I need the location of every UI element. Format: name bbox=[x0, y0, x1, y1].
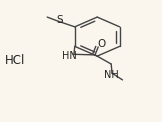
Text: O: O bbox=[98, 39, 106, 49]
Text: HN: HN bbox=[62, 51, 77, 61]
Text: NH: NH bbox=[104, 70, 119, 80]
Text: HCl: HCl bbox=[4, 55, 25, 67]
Text: S: S bbox=[56, 15, 63, 25]
